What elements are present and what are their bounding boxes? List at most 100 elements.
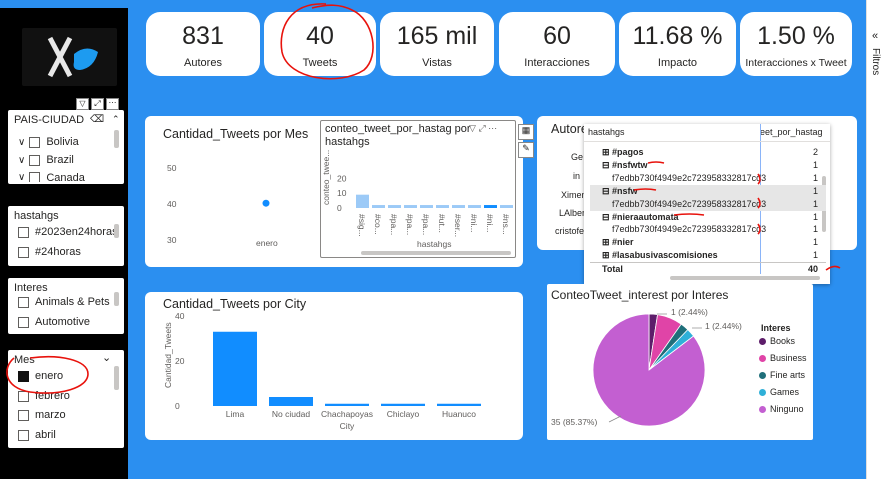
bar [269,397,313,406]
table-subrow[interactable]: f7edbb730f4949e2c723958332817cd3 1 [612,172,818,183]
y-tick-label: 20 [175,356,185,366]
kpi-interacciones: 60 Interacciones [499,12,615,76]
collapse-chevron-icon[interactable]: « [872,30,879,42]
x-tick-label: #sig... [357,214,367,237]
more-options-icon[interactable]: ⋯ [106,98,119,110]
slicer-title: hastahgs [14,210,59,222]
kpi-autores: 831 Autores [146,12,260,76]
data-point [262,199,270,207]
slicer-item[interactable]: Automotive [18,316,90,328]
kpi-tweets: 40 Tweets [264,12,376,76]
scrollbar[interactable] [114,224,119,238]
filters-pane-label: Filtros [870,48,881,76]
annotation-circle [280,3,374,80]
y-axis-label: Cantidad_Tweets [163,322,173,388]
bar [213,331,257,406]
authors-title: Autore [551,122,588,136]
chart-interest-por-interes[interactable]: ConteoTweet_interest por Interes 1 (2.44… [547,284,813,440]
slicer-item[interactable]: #2023en24horas [18,226,118,238]
x-tick-label: Chiclayo [387,409,420,419]
slicer-item[interactable]: Animals & Pets [18,296,110,308]
x-logo [22,28,117,86]
legend-swatch [759,371,766,379]
chart-conteo-por-hastag[interactable]: conteo_tweet_por_hastag por hastahgs 20 1… [320,120,516,258]
table-header-count[interactable]: eet_por_hastag [760,127,823,137]
table-row[interactable]: ⊞ #lasabusivascomisiones 1 [602,250,818,261]
legend-swatch [759,405,766,413]
table-row[interactable]: ⊟ #nieraautomata 1 [602,211,818,222]
h-scrollbar [361,251,511,255]
more-options-icon[interactable]: ⋯ [488,123,498,133]
pie-slice [592,313,706,427]
bar [468,205,481,208]
x-tick-label: #ut... [437,214,447,233]
header-divider [584,141,830,142]
table-subrow[interactable]: f7edbb730f4949e2c723958332817cd3 1 [612,224,818,235]
scrollbar[interactable] [114,366,119,390]
table-row[interactable]: ⊟ #nsfwtw 1 [602,159,818,170]
table-header-hashtag[interactable]: hastahgs [588,127,625,137]
table-row[interactable]: ⊞ #nier 1 [602,237,818,248]
legend-item[interactable]: Business [759,353,807,363]
filters-pane[interactable]: « Filtros [866,0,886,479]
legend-item[interactable]: Fine arts [759,370,805,380]
legend-item[interactable]: Ninguno [759,404,804,414]
y-tick-label: 20 [337,173,347,183]
x-axis-label: City [340,421,355,431]
chevron-up-icon[interactable]: ⌃ [112,114,120,124]
author-row: Ge [571,152,584,162]
kpi-impacto: 11.68 % Impacto [619,12,736,76]
table-icon[interactable]: ▦ [518,124,534,140]
focus-mode-icon[interactable]: ⤢ [91,98,104,110]
chart-tweets-por-city[interactable]: Cantidad_Tweets por City 40 20 0 Cantidad_T… [145,292,523,440]
slicer-item[interactable]: #24horas [18,246,81,258]
data-label: 1 (2.44%) [705,321,742,331]
x-tick-label: #ns... [501,214,511,235]
brush-icon[interactable]: ✎ [518,142,534,158]
filter-icon[interactable]: ▽ [76,98,89,110]
slicer-title: Interes [14,282,48,294]
chart-city-plot: 40 20 0 Cantidad_Tweets Lima No ciudad Chachap… [163,311,481,431]
table-row[interactable]: ⊞ #pagos 2 [602,147,818,157]
table-subrow[interactable]: f7edbb730f4949e2c723958332817cd3 1 [590,197,826,211]
eraser-icon[interactable]: ⌫ [90,114,105,125]
legend-title: Interes [761,323,791,333]
slicer-item[interactable]: abril [18,429,56,441]
author-row: LAlber [559,208,586,218]
slicer-item[interactable]: marzo [18,409,66,421]
format-pane-icons: ▦ ✎ [518,124,538,158]
slicer-hastahgs: hastahgs #2023en24horas #24horas [8,206,124,266]
chart-mes-plot: 50 40 30 enero [167,163,278,248]
slicer-item[interactable]: ∨ Canada [18,172,85,182]
annotation-marks [633,161,841,271]
chart-pie-plot: 1 (2.44%) 1 (2.44%) 35 (85.37%) [551,307,742,427]
slicer-item-selected[interactable]: enero [18,370,63,382]
bar [484,205,497,208]
x-twitter-logo-icon [47,36,98,78]
x-tick-label: Lima [226,409,245,419]
slicer-item[interactable]: ∨ Brazil [18,154,74,166]
kpi-vistas: 165 mil Vistas [380,12,494,76]
legend-label: Books [770,336,796,346]
scrollbar[interactable] [114,130,119,148]
legend-item[interactable]: Games [759,387,799,397]
legend-label: Business [770,353,807,363]
slicer-title: Mes [14,354,35,366]
table-hscrollbar[interactable] [670,276,820,280]
bar [356,194,369,208]
legend-item[interactable]: Books [759,336,795,346]
x-tick-label: #co... [373,214,383,235]
y-tick-label: 30 [167,235,177,245]
kpi-interacciones-x-tweet: 1.50 % Interacciones x Tweet [740,12,852,76]
bar [420,205,433,208]
table-row[interactable]: ⊟ #nsfw 1 [590,184,826,198]
scrollbar[interactable] [114,292,119,306]
focus-mode-icon[interactable]: ⤢ [478,123,486,133]
author-row: cristofe [555,226,585,236]
bar [500,205,513,208]
x-tick-label: Huanuco [442,409,476,419]
slicer-item[interactable]: ∨ Bolivia [18,136,79,148]
chevron-down-icon[interactable]: ⌄ [102,352,112,364]
chart-title: Cantidad_Tweets por City [163,297,307,311]
filter-icon[interactable]: ▽ [469,123,476,133]
